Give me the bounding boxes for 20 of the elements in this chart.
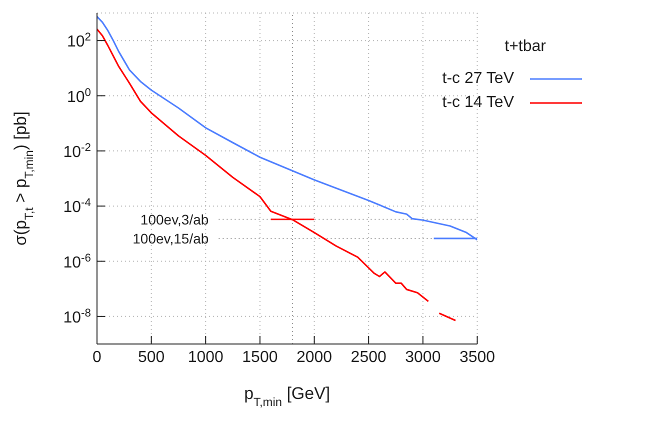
x-tick-label: 1500 [242,349,278,366]
legend-title: t+tbar [504,38,546,56]
legend-label: t-c 14 TeV [442,94,514,112]
x-tick-label: 0 [92,349,102,366]
x-axis-title: p$_{T,min}$ [GeV] [244,384,330,409]
x-tick-label: 2500 [350,349,387,366]
y-tick-label: 10$^{-4}$ [63,197,91,216]
y-tick-label: 10$^{0}$ [66,86,91,106]
y-tick-label: 10$^{-2}$ [63,142,91,161]
legend-label: t-c 27 TeV [442,70,514,88]
x-tick-label: 500 [138,349,165,366]
ref-line-label: 100ev,15/ab [132,230,209,246]
ref-line-label: 100ev,3/ab [140,211,209,228]
x-tick-label: 3500 [459,349,496,366]
x-tick-label: 3000 [405,349,441,366]
y-tick-label: 10$^{-6}$ [63,252,91,272]
y-tick-label: 10$^{-8}$ [63,307,91,326]
x-tick-label: 1000 [188,349,224,366]
y-tick-label: 10$^{2}$ [66,32,91,51]
x-tick-label: 2000 [296,349,332,366]
